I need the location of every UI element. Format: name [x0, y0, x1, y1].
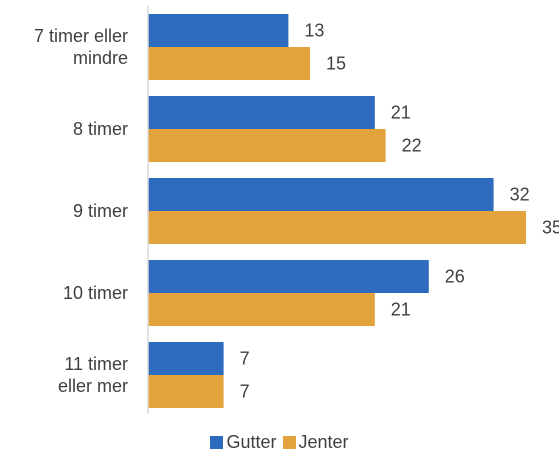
- bar-gutter-0: [148, 14, 289, 47]
- value-label-jenter-0: 15: [326, 54, 346, 74]
- value-label-jenter-1: 22: [402, 136, 422, 156]
- legend-swatch-gutter: [210, 435, 224, 449]
- bar-jenter-2: [148, 211, 526, 244]
- category-labels-layer: 7 timer eller mindre 8 timer 9 timer 10 time…: [34, 26, 128, 396]
- legend: Gutter Jenter: [0, 432, 559, 452]
- legend-label-gutter: Gutter: [226, 431, 277, 452]
- bar-jenter-0: [148, 47, 310, 80]
- category-label-2: 9 timer: [73, 201, 128, 221]
- value-label-jenter-3: 21: [391, 300, 411, 320]
- category-label-line: eller mer: [58, 376, 128, 396]
- value-label-jenter-2: 35: [542, 218, 559, 238]
- value-label-gutter-3: 26: [445, 267, 465, 287]
- value-label-jenter-4: 7: [240, 382, 250, 402]
- category-label-1: 8 timer: [73, 119, 128, 139]
- bar-gutter-3: [148, 260, 429, 293]
- category-label-line: 9 timer: [73, 201, 128, 221]
- bars-layer: [148, 14, 526, 408]
- value-label-gutter-2: 32: [510, 185, 530, 205]
- category-label-line: 7 timer eller: [34, 26, 128, 46]
- category-label-3: 10 timer: [63, 283, 128, 303]
- bar-jenter-1: [148, 129, 386, 162]
- legend-item-jenter: Jenter: [282, 431, 349, 453]
- bar-gutter-4: [148, 342, 224, 375]
- value-label-gutter-1: 21: [391, 103, 411, 123]
- category-label-line: 11 timer: [64, 354, 128, 374]
- value-label-gutter-0: 13: [304, 21, 324, 41]
- legend-label-jenter: Jenter: [298, 431, 349, 452]
- legend-item-gutter: Gutter: [210, 431, 277, 453]
- bar-jenter-3: [148, 293, 375, 326]
- bar-gutter-1: [148, 96, 375, 129]
- category-label-line: 10 timer: [63, 283, 128, 303]
- value-label-gutter-4: 7: [240, 349, 250, 369]
- category-label-line: mindre: [73, 48, 128, 68]
- bar-jenter-4: [148, 375, 224, 408]
- bar-gutter-2: [148, 178, 494, 211]
- legend-swatch-jenter: [282, 435, 296, 449]
- category-label-0: 7 timer eller mindre: [34, 26, 128, 68]
- category-label-line: 8 timer: [73, 119, 128, 139]
- category-label-4: 11 timer eller mer: [58, 354, 128, 396]
